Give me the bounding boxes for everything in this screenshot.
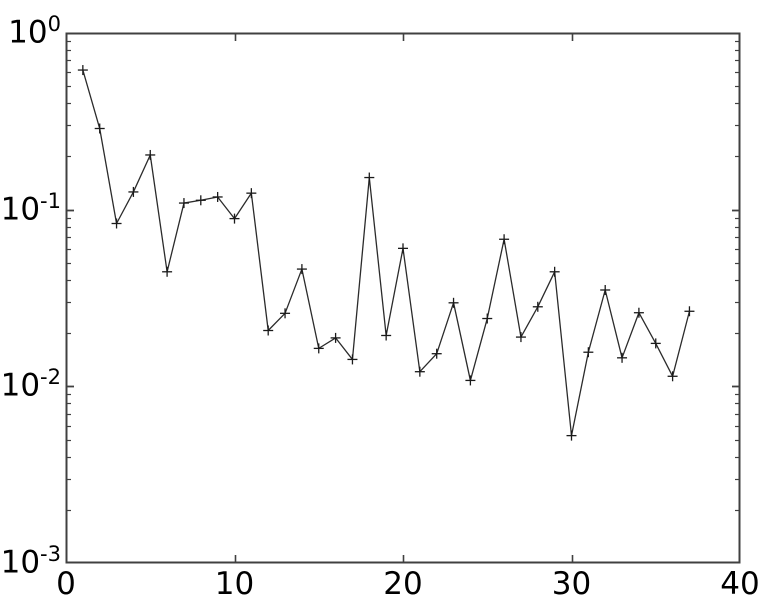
marker-plus xyxy=(650,338,661,349)
marker-plus xyxy=(111,218,122,229)
marker-plus xyxy=(667,371,678,382)
y-tick-mantissa: 10 xyxy=(0,544,41,581)
marker-plus xyxy=(583,347,594,358)
marker-plus xyxy=(178,198,189,209)
axis-box xyxy=(65,32,741,564)
marker-plus xyxy=(195,195,206,206)
y-tick-mantissa: 10 xyxy=(8,14,48,51)
marker-plus xyxy=(145,149,156,160)
x-tick-label-40: 40 xyxy=(720,566,760,602)
y-tick-exponent: -1 xyxy=(40,188,61,213)
marker-plus xyxy=(77,65,88,76)
marker-plus xyxy=(94,123,105,134)
marker-plus xyxy=(499,234,510,245)
x-tick-label-10: 10 xyxy=(214,566,255,602)
marker-plus xyxy=(313,343,324,354)
marker-plus xyxy=(263,325,274,336)
marker-plus xyxy=(684,306,695,317)
marker-plus xyxy=(280,308,291,319)
y-tick-label-10^-2: 10-2 xyxy=(0,367,61,404)
marker-plus xyxy=(128,186,139,197)
marker-plus xyxy=(212,191,223,202)
marker-plus xyxy=(600,284,611,295)
marker-plus xyxy=(229,213,240,224)
y-tick-label-10^-1: 10-1 xyxy=(0,190,61,228)
marker-plus xyxy=(482,313,493,324)
y-tick-mantissa: 10 xyxy=(0,367,41,404)
y-tick-exponent: -3 xyxy=(40,542,61,567)
marker-plus xyxy=(364,172,375,183)
marker-plus xyxy=(414,366,425,377)
data-point-markers xyxy=(77,65,695,441)
marker-plus xyxy=(398,243,408,254)
y-tick-label-10^-3: 10-3 xyxy=(0,544,61,581)
x-tick-label-30: 30 xyxy=(551,566,592,602)
marker-plus xyxy=(162,266,173,277)
marker-plus xyxy=(515,332,526,343)
y-tick-mantissa: 10 xyxy=(0,191,41,228)
marker-plus xyxy=(296,264,307,275)
y-tick-exponent: -2 xyxy=(40,365,61,390)
marker-plus xyxy=(617,352,628,363)
marker-plus xyxy=(633,307,644,318)
marker-plus xyxy=(549,266,560,277)
y-tick-exponent: 0 xyxy=(47,12,61,37)
marker-plus xyxy=(566,430,577,441)
axis-frame xyxy=(65,32,741,564)
y-tick-label-10^0: 100 xyxy=(8,14,61,51)
marker-plus xyxy=(532,301,543,312)
axis-ticks xyxy=(66,33,740,563)
x-tick-label-20: 20 xyxy=(383,566,423,602)
series-polyline-series-1 xyxy=(82,69,691,437)
marker-plus xyxy=(330,332,341,343)
marker-plus xyxy=(381,330,392,341)
marker-plus xyxy=(465,375,476,386)
marker-plus xyxy=(347,354,358,365)
x-tick-label-0: 0 xyxy=(56,566,76,602)
data-series-line xyxy=(82,69,691,437)
marker-plus xyxy=(246,188,257,199)
marker-plus xyxy=(448,297,459,308)
marker-plus xyxy=(431,348,442,359)
